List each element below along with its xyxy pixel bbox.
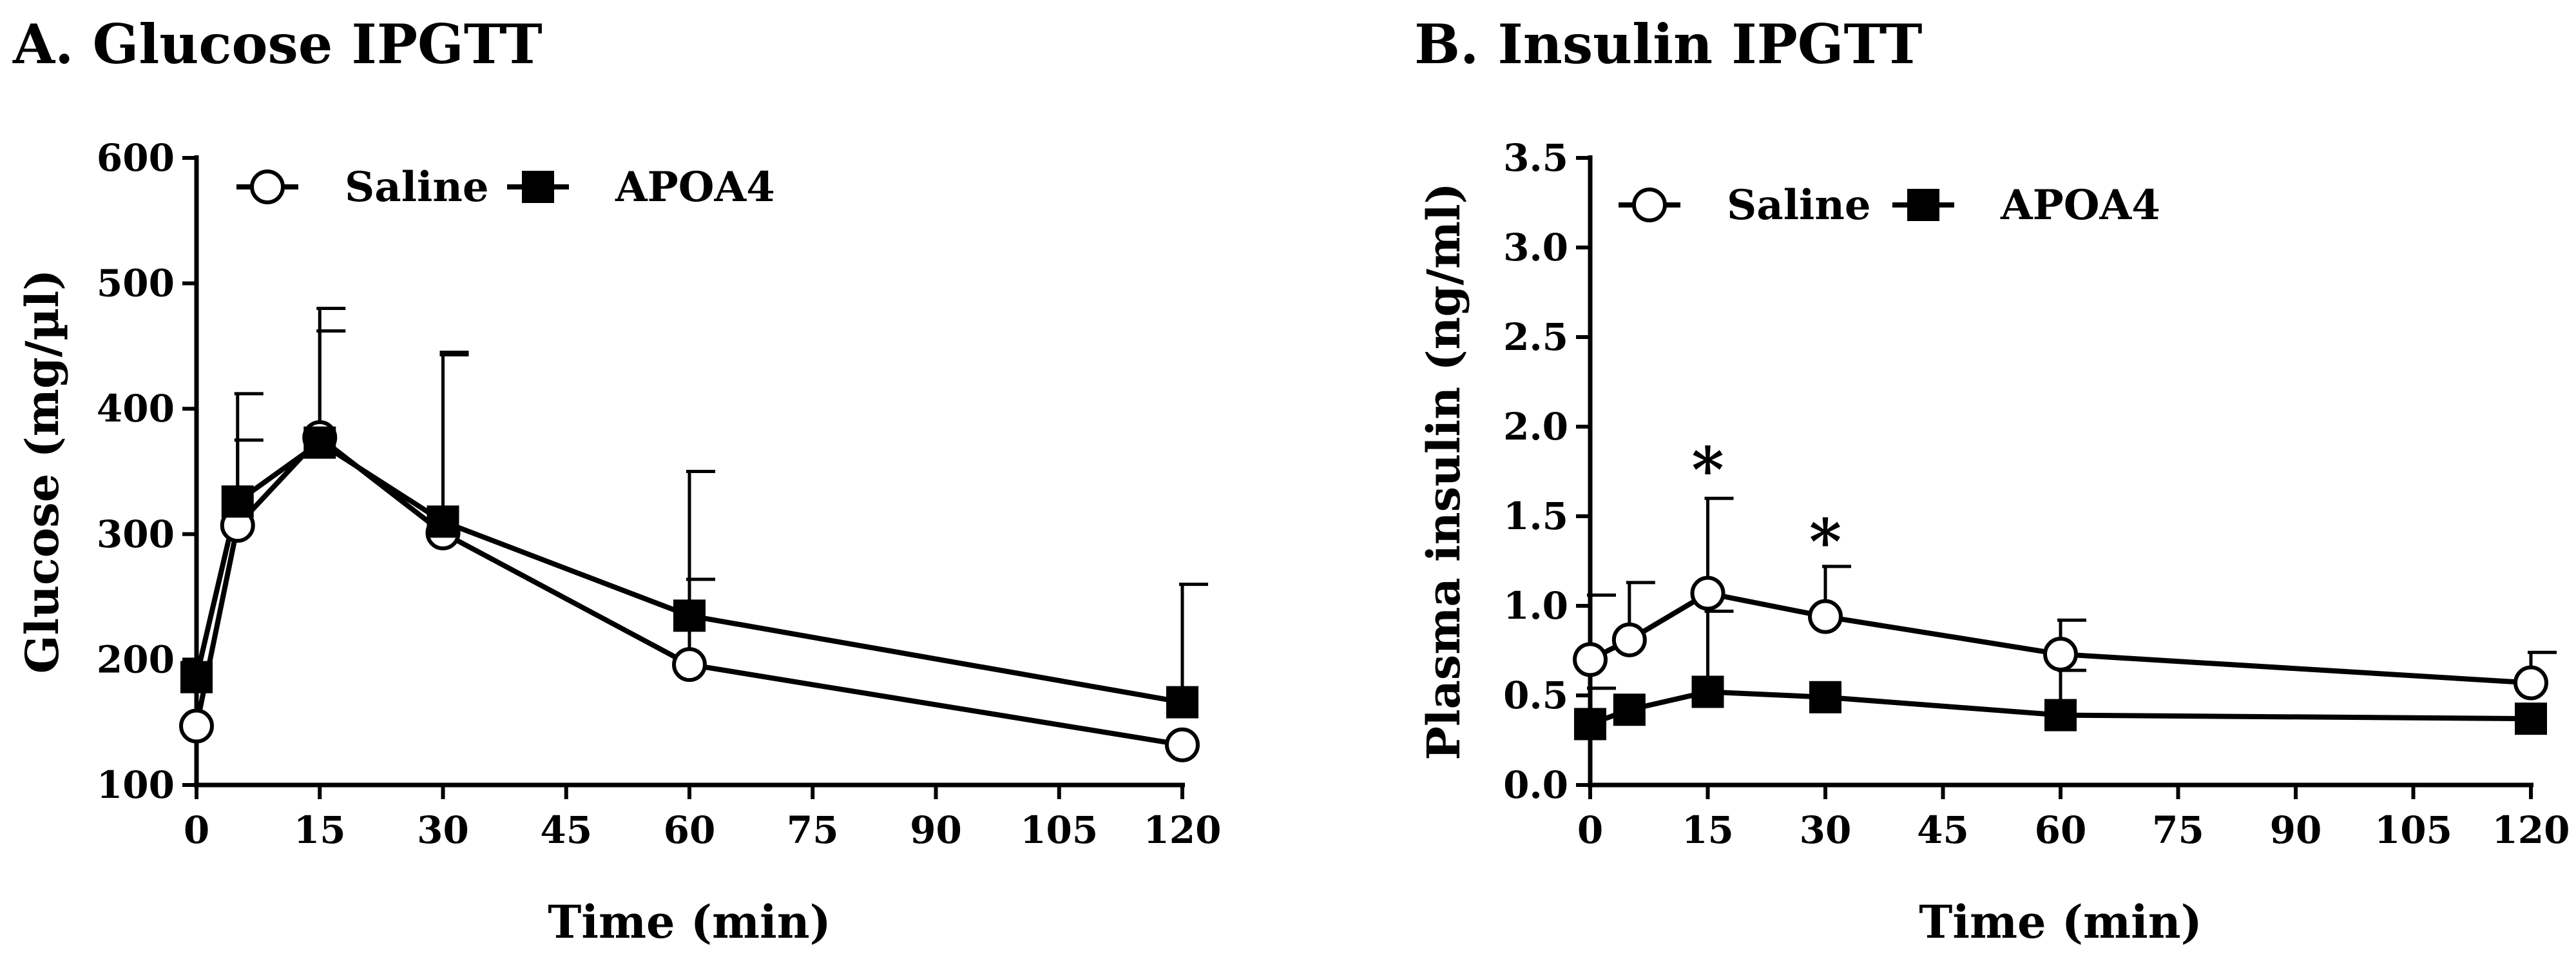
x-tick-label: 90 (2270, 808, 2322, 852)
saline-point (1573, 642, 1608, 677)
x-tick-label: 120 (2492, 808, 2570, 852)
legend-entry-apoa4: APOA4 (507, 163, 775, 211)
y-tick-label: 200 (97, 637, 175, 681)
panel-title: A. Glucose IPGTT (12, 12, 543, 76)
y-tick-label: 500 (97, 262, 175, 305)
legend-label: Saline (1727, 181, 1871, 229)
saline-point (2514, 665, 2548, 701)
apoa4-point (221, 485, 254, 518)
x-tick-label: 75 (2152, 808, 2204, 852)
apoa4-point (1574, 708, 1606, 741)
x-tick-label: 105 (1020, 808, 1098, 852)
y-tick-label: 1.5 (1503, 494, 1568, 538)
legend-label: Saline (345, 163, 489, 211)
y-tick-label: 3.0 (1503, 226, 1568, 269)
saline-point (1690, 576, 1725, 611)
x-tick-label: 45 (540, 808, 592, 852)
apoa4-point (2044, 699, 2077, 731)
y-tick-label: 100 (97, 763, 175, 807)
x-tick-label: 0 (1577, 808, 1603, 852)
y-axis-label: Plasma insulin (ng/ml) (1417, 182, 1470, 760)
legend-marker (250, 170, 285, 204)
significance-asterisk: * (1809, 505, 1841, 578)
insulin-panel: B. Insulin IPGTT 0.0 0.5 1.0 1.5 2.0 2.5 3.0 3.5… (1414, 12, 2570, 949)
x-tick-label: 120 (1143, 808, 1221, 852)
x-tick-label: 30 (417, 808, 469, 852)
x-tick-label: 90 (910, 808, 962, 852)
panel-title: B. Insulin IPGTT (1414, 12, 1923, 76)
apoa4-point (427, 505, 459, 538)
legend-marker (522, 171, 554, 203)
x-axis-label: Time (min) (548, 895, 831, 949)
y-tick-label: 3.5 (1503, 136, 1568, 180)
significance-asterisk: * (1691, 434, 1724, 507)
x-tick-label: 60 (664, 808, 716, 852)
legend-marker (1632, 188, 1667, 222)
saline-series-line (194, 434, 1183, 748)
saline-point (1611, 622, 1647, 657)
y-tick-label: 300 (97, 512, 175, 556)
saline-point (1808, 599, 1843, 634)
y-tick-label: 0.0 (1503, 763, 1568, 807)
apoa4-point (2515, 702, 2547, 735)
x-tick-label: 0 (184, 808, 209, 852)
legend-entry-saline: Saline (236, 163, 489, 211)
x-tick-label: 15 (294, 808, 346, 852)
saline-point (2043, 637, 2078, 672)
x-tick-label: 60 (2035, 808, 2087, 852)
x-tick-label: 30 (1800, 808, 1852, 852)
saline-point (179, 708, 214, 744)
x-axis-label: Time (min) (1919, 895, 2202, 949)
saline-point (1165, 727, 1200, 762)
legend-entry-saline: Saline (1619, 181, 1871, 229)
apoa4-point (1691, 675, 1724, 708)
apoa4-point (303, 426, 336, 459)
x-tick-label: 105 (2374, 808, 2452, 852)
y-tick-label: 1.0 (1503, 584, 1568, 628)
legend-entry-apoa4: APOA4 (1892, 181, 2160, 229)
y-tick-label: 0.5 (1503, 673, 1568, 717)
glucose-panel: A. Glucose IPGTT 100 200 300 400 500 600 0 15 30 4… (12, 12, 1222, 949)
y-axis-label: Glucose (mg/µl) (15, 269, 69, 674)
legend-marker (1907, 189, 1939, 221)
saline-point (672, 647, 707, 683)
apoa4-point (1613, 693, 1646, 726)
y-tick-label: 600 (97, 136, 175, 180)
legend-label: APOA4 (2000, 181, 2160, 229)
apoa4-point (180, 661, 213, 693)
y-tick-label: 400 (97, 387, 175, 431)
x-tick-label: 75 (787, 808, 839, 852)
y-tick-label: 2.0 (1503, 405, 1568, 449)
apoa4-point (673, 599, 706, 632)
x-tick-label: 15 (1682, 808, 1734, 852)
legend-label: APOA4 (615, 163, 775, 211)
y-tick-label: 2.5 (1503, 315, 1568, 359)
apoa4-point (1809, 681, 1841, 713)
x-tick-label: 45 (1917, 808, 1969, 852)
apoa4-point (1166, 686, 1198, 719)
